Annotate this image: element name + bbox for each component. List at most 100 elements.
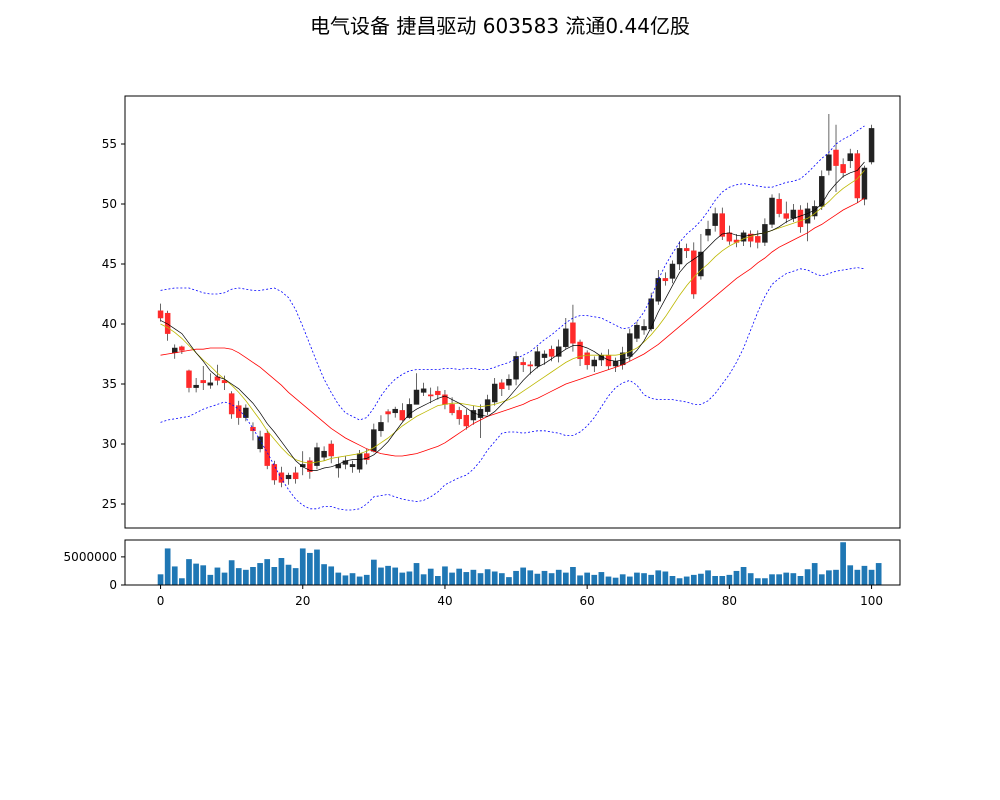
candle-body-up (861, 167, 868, 200)
candle-body-up (712, 213, 718, 226)
volume-bar (456, 568, 463, 585)
candle-body-up (193, 384, 199, 388)
volume-bar (826, 570, 832, 585)
volume-bar (399, 572, 406, 585)
candle-body-up (669, 263, 676, 279)
volume-bar (406, 571, 413, 585)
volume-bar (534, 573, 541, 585)
volume-bar (271, 567, 278, 585)
volume-bar (783, 572, 790, 585)
volume-bar (186, 559, 192, 585)
volume-bar (548, 573, 555, 585)
volume-bar (726, 574, 733, 585)
volume-bar (669, 576, 676, 585)
volume-bar (833, 569, 839, 585)
candle-body-up (207, 382, 214, 386)
candle-body-down (463, 414, 470, 427)
chart-title: 电气设备 捷昌驱动 603583 流通0.44亿股 (310, 14, 690, 38)
volume-bar (356, 576, 363, 585)
volume-bar (385, 565, 391, 585)
volume-bar (719, 576, 726, 585)
volume-bar (847, 565, 854, 585)
candle-body-down (527, 364, 534, 367)
candle-body-down (236, 405, 242, 418)
bollinger-upper-line (160, 125, 865, 421)
candle-body-down (520, 362, 526, 366)
candle-body-down (200, 380, 206, 384)
candle-body-down (328, 443, 334, 457)
volume-bar (278, 558, 285, 585)
volume-bar (299, 548, 306, 585)
volume-bar (257, 563, 263, 585)
price-y-tick-label: 35 (102, 377, 117, 391)
candle-body-up (285, 474, 292, 480)
volume-bar (179, 578, 185, 585)
candle-body-up (470, 410, 477, 421)
volume-y-tick-label: 0 (109, 578, 117, 592)
x-tick-label: 100 (860, 594, 883, 608)
volume-bar (250, 567, 256, 585)
price-y-tick-label: 30 (102, 437, 117, 451)
volume-marks (157, 542, 882, 585)
volume-bar (619, 574, 626, 585)
volume-bar (733, 570, 740, 585)
candle-body-down (292, 472, 299, 480)
volume-bar (683, 576, 690, 585)
volume-bar (861, 565, 868, 585)
volume-bar (676, 578, 683, 585)
x-tick-label: 40 (437, 594, 452, 608)
volume-bar (228, 560, 235, 585)
volume-bar (662, 571, 669, 585)
candle-body-down (307, 460, 313, 472)
volume-bar (513, 570, 519, 585)
volume-bar (747, 573, 754, 585)
volume-bar (221, 572, 228, 585)
candle-body-up (627, 333, 633, 357)
candle-body-down (840, 164, 846, 174)
ma-long-line (160, 197, 865, 457)
candle-body-down (691, 250, 697, 295)
volume-bar (655, 570, 662, 585)
candle-body-up (413, 389, 420, 405)
ma-short-line (160, 161, 865, 471)
candle-body-up (378, 422, 384, 432)
candle-body-up (591, 359, 598, 367)
volume-bar (214, 567, 221, 585)
candle-body-up (790, 209, 797, 219)
volume-bar (442, 566, 448, 585)
volume-bar (157, 574, 164, 585)
volume-bar (541, 570, 548, 585)
candle-body-down (449, 404, 455, 414)
candle-body-up (541, 353, 548, 358)
candle-body-up (392, 408, 398, 414)
candle-body-up (769, 197, 775, 225)
volume-bar (392, 567, 399, 585)
volume-bar (626, 576, 633, 585)
volume-bar (427, 568, 434, 585)
volume-bar (292, 568, 299, 585)
volume-bar (555, 569, 562, 585)
price-y-tick-label: 25 (102, 497, 117, 511)
candle-body-up (612, 360, 619, 367)
candle-body-down (776, 198, 782, 214)
candle-body-up (506, 378, 512, 386)
volume-bar (698, 573, 704, 585)
candle-body-up (847, 153, 853, 162)
candle-body-up (563, 328, 569, 348)
candle-body-up (534, 351, 541, 367)
volume-bar (506, 577, 512, 585)
volume-bar (435, 576, 441, 585)
volume-bar (562, 572, 569, 585)
candle-body-down (435, 390, 441, 396)
candle-body-down (179, 346, 185, 351)
volume-bar (314, 549, 320, 585)
x-axis: 0 20 40 60 80 100 (157, 585, 883, 608)
volume-bar (200, 565, 207, 585)
candle-body-up (641, 326, 647, 331)
candle-body-down (726, 232, 733, 242)
volume-bar (328, 566, 335, 585)
candle-body-down (683, 248, 690, 252)
candle-body-up (314, 447, 320, 466)
volume-bar (363, 574, 370, 585)
